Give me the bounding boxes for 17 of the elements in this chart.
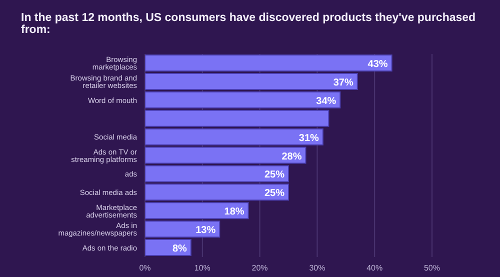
data-label: 37% (333, 77, 354, 88)
data-label: 25% (264, 188, 285, 200)
data-label: 28% (282, 151, 302, 162)
x-tick-label: 40% (366, 264, 383, 273)
chart-title: In the past 12 months, US consumers have discovered products they've purchased from: (21, 12, 477, 36)
data-label: 18% (224, 206, 244, 218)
data-label: 13% (196, 225, 216, 236)
data-label: 31% (298, 132, 320, 144)
data-label: 34% (316, 96, 336, 107)
x-tick-label: 30% (309, 264, 326, 273)
x-tick-label: 50% (424, 264, 440, 273)
x-tick-label: 0% (139, 264, 151, 273)
data-label: 25% (264, 170, 285, 181)
data-label: 8% (172, 244, 188, 255)
data-label: 43% (368, 59, 388, 70)
x-tick-label: 20% (252, 264, 268, 273)
x-tick-label: 10% (194, 264, 210, 273)
